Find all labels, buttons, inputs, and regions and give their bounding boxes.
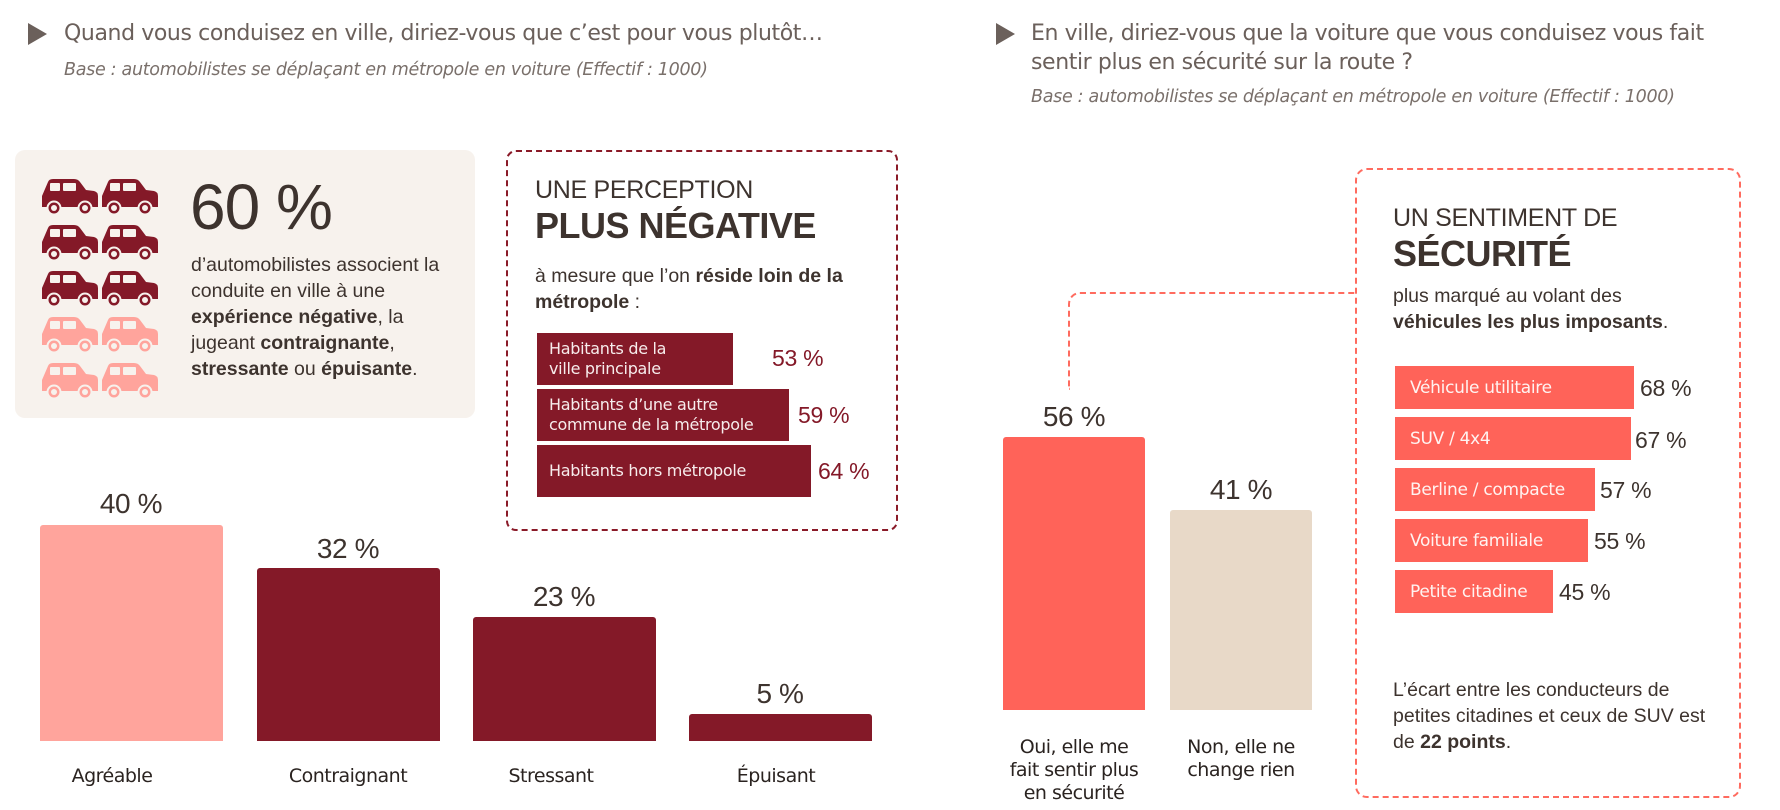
bar-label: Non, elle ne change rien xyxy=(1161,736,1321,782)
bar-label: Agréable xyxy=(71,765,153,787)
question-arrow-icon xyxy=(28,23,47,45)
hbar-value: 45 % xyxy=(1559,579,1611,605)
hbar-label: SUV / 4x4 xyxy=(1410,428,1491,449)
bar-label-line: en sécurité xyxy=(1023,782,1125,804)
callout-sub-end: : xyxy=(629,291,641,313)
kpi-text-part: , xyxy=(389,332,395,354)
callout-sub-end: . xyxy=(1662,311,1669,333)
security-callout xyxy=(1355,168,1741,798)
hbar-petite-citadine: Petite citadine xyxy=(1395,570,1553,613)
hbar-label: Habitants d’une autre xyxy=(549,395,718,414)
note-end: . xyxy=(1505,731,1512,753)
hbar-autre-commune: Habitants d’une autre commune de la métr… xyxy=(537,389,789,441)
kpi-text-part: . xyxy=(412,358,418,380)
hbar-vehicule-utilitaire: Véhicule utilitaire xyxy=(1395,366,1634,409)
left-question-base: Base : automobilistes se déplaçant en mé… xyxy=(64,60,708,80)
right-question-title-line2: sentir plus en sécurité sur la route ? xyxy=(1031,50,1413,75)
bar-value: 40 % xyxy=(99,488,163,519)
hbar-label: Habitants hors métropole xyxy=(549,461,747,480)
hbar-label: Habitants de la xyxy=(549,339,667,358)
bar-contraignant xyxy=(257,568,440,741)
kpi-description: d’automobilistes associent la conduite e… xyxy=(191,252,471,382)
right-question-title-line1: En ville, diriez-vous que la voiture que… xyxy=(1031,21,1704,46)
hbar-berline: Berline / compacte xyxy=(1395,468,1595,511)
car-icon xyxy=(102,317,158,354)
callout-subtitle: à mesure que l’on réside loin de la métr… xyxy=(535,263,855,315)
kpi-text-bold: stressante xyxy=(191,358,289,380)
bar-value: 23 % xyxy=(532,581,596,612)
hbar-value: 53 % xyxy=(772,345,824,371)
kpi-text-bold: expérience négative xyxy=(191,306,378,328)
callout-sub-bold: véhicules les plus imposants xyxy=(1393,311,1663,333)
callout-connector-line xyxy=(1068,292,1357,390)
hbar-label: Petite citadine xyxy=(1410,581,1528,602)
hbar-label: Voiture familiale xyxy=(1410,530,1543,551)
bar-label: Stressant xyxy=(508,765,594,787)
callout-heading-light: UN SENTIMENT DE xyxy=(1393,204,1618,232)
car-icon xyxy=(42,179,98,216)
callout-subtitle: plus marqué au volant des véhicules les … xyxy=(1393,283,1713,335)
hbar-value: 68 % xyxy=(1640,375,1692,401)
negative-perception-callout xyxy=(506,150,898,531)
hbar-label: Véhicule utilitaire xyxy=(1410,377,1552,398)
bar-label-line: fait sentir plus xyxy=(1009,759,1139,781)
bar-label: Oui, elle me fait sentir plus en sécurit… xyxy=(994,736,1154,805)
hbar-value: 64 % xyxy=(818,458,870,484)
hbar-label: Berline / compacte xyxy=(1410,479,1565,500)
kpi-text-bold: contraignante xyxy=(260,332,390,354)
hbar-value: 55 % xyxy=(1594,528,1646,554)
bar-agreable xyxy=(40,525,223,741)
callout-heading-bold: PLUS NÉGATIVE xyxy=(535,205,816,246)
left-question-title: Quand vous conduisez en ville, diriez-vo… xyxy=(64,21,823,46)
bar-stressant xyxy=(473,617,656,741)
hbar-hors-metropole: Habitants hors métropole xyxy=(537,445,811,497)
kpi-text-part: ou xyxy=(288,358,322,380)
hbar-voiture-familiale: Voiture familiale xyxy=(1395,519,1588,562)
hbar-label: commune de la métropole xyxy=(549,415,754,434)
bar-oui xyxy=(1003,437,1145,710)
bar-label-line: Oui, elle me xyxy=(1019,736,1129,758)
callout-sub-bold: réside loin de la métropole xyxy=(535,265,843,313)
bar-label: Contraignant xyxy=(288,765,408,787)
bar-value: 32 % xyxy=(316,533,380,564)
bar-value: 41 % xyxy=(1209,474,1273,505)
bar-value: 56 % xyxy=(1042,401,1106,432)
callout-sub-plain: plus marqué au volant des xyxy=(1393,285,1622,307)
car-icon xyxy=(102,363,158,400)
bar-label-line: change rien xyxy=(1187,759,1295,781)
car-icon xyxy=(42,225,98,262)
car-icon xyxy=(102,179,158,216)
bar-label-line: Non, elle ne xyxy=(1187,736,1295,758)
hbar-label: ville principale xyxy=(549,359,661,378)
question-arrow-icon xyxy=(996,23,1015,45)
note-bold: 22 points xyxy=(1420,731,1506,753)
kpi-text-part: , la jugeant xyxy=(191,306,404,354)
car-icon-grid xyxy=(40,178,160,400)
callout-heading-bold: SÉCURITÉ xyxy=(1393,233,1572,274)
hbar-value: 67 % xyxy=(1635,427,1687,453)
hbar-ville-principale: Habitants de la ville principale xyxy=(537,333,733,385)
callout-note: L’écart entre les conducteurs de petites… xyxy=(1393,677,1713,755)
bar-value: 5 % xyxy=(756,678,804,709)
car-icon xyxy=(42,363,98,400)
car-icon xyxy=(102,271,158,308)
kpi-text-part: d’automobilistes associent la conduite e… xyxy=(191,254,440,302)
car-icon xyxy=(42,317,98,354)
callout-sub-plain: à mesure que l’on xyxy=(535,265,696,287)
bar-label: Épuisant xyxy=(736,765,816,787)
bar-non xyxy=(1170,510,1312,710)
kpi-text-bold: épuisante xyxy=(321,358,413,380)
callout-heading-light: UNE PERCEPTION xyxy=(535,176,754,204)
hbar-suv: SUV / 4x4 xyxy=(1395,417,1631,460)
kpi-value: 60 % xyxy=(190,171,333,243)
right-question-base: Base : automobilistes se déplaçant en mé… xyxy=(1031,87,1675,107)
note-plain: L’écart entre les conducteurs de petites… xyxy=(1393,679,1706,753)
car-icon xyxy=(102,225,158,262)
hbar-value: 59 % xyxy=(798,402,850,428)
hbar-value: 57 % xyxy=(1600,477,1652,503)
bar-epuisant xyxy=(689,714,872,741)
car-icon xyxy=(42,271,98,308)
